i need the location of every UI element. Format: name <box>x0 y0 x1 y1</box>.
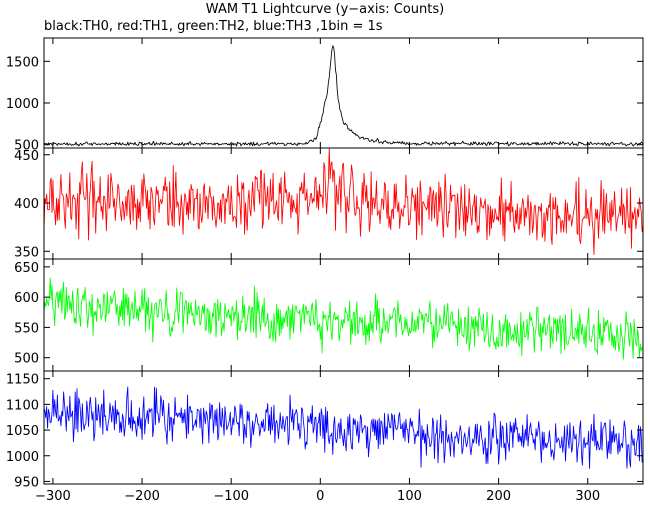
y-tick-label: 500 <box>14 352 39 367</box>
y-tick-label: 950 <box>14 475 39 490</box>
y-tick-label: 600 <box>14 291 39 306</box>
x-tick-label: −300 <box>35 489 71 504</box>
x-tick-label: 0 <box>316 489 324 504</box>
chart-subtitle: black:TH0, red:TH1, green:TH2, blue:TH3 … <box>44 19 383 34</box>
panel-frame <box>43 37 644 149</box>
x-tick-label: 100 <box>397 489 422 504</box>
y-tick-label: 1000 <box>6 450 39 465</box>
panel-stack: 5001000150035040045050055060065095010001… <box>6 37 644 504</box>
y-tick-label: 1150 <box>6 373 39 388</box>
y-tick-label: 450 <box>14 149 39 164</box>
series-line-th0 <box>43 45 644 147</box>
chart-title: WAM T1 Lightcurve (y−axis: Counts) <box>206 2 444 17</box>
series-line-th2 <box>43 277 644 360</box>
series-line-th3 <box>43 386 644 469</box>
y-tick-label: 1000 <box>6 97 39 112</box>
panel-frame <box>43 370 644 485</box>
y-tick-label: 400 <box>14 197 39 212</box>
x-tick-label: 300 <box>575 489 600 504</box>
panel-th3: 950 1000 1050 1100 1150 <box>6 370 644 490</box>
y-tick-label: 350 <box>14 245 39 260</box>
panel-th2: 500 550 600 650 <box>14 258 644 372</box>
y-tick-label: 1500 <box>6 55 39 70</box>
y-tick-label: 650 <box>14 261 39 276</box>
series-line-th1 <box>43 147 644 256</box>
x-tick-label: −100 <box>213 489 249 504</box>
panel-th0: 500 1000 1500 <box>6 37 644 154</box>
y-tick-label: 550 <box>14 321 39 336</box>
panel-th1: 350 400 450 <box>14 147 644 260</box>
y-tick-label: 1050 <box>6 424 39 439</box>
y-tick-label: 500 <box>14 139 39 154</box>
x-tick-label: 200 <box>486 489 511 504</box>
y-tick-label: 1100 <box>6 398 39 413</box>
x-tick-label: −200 <box>124 489 160 504</box>
